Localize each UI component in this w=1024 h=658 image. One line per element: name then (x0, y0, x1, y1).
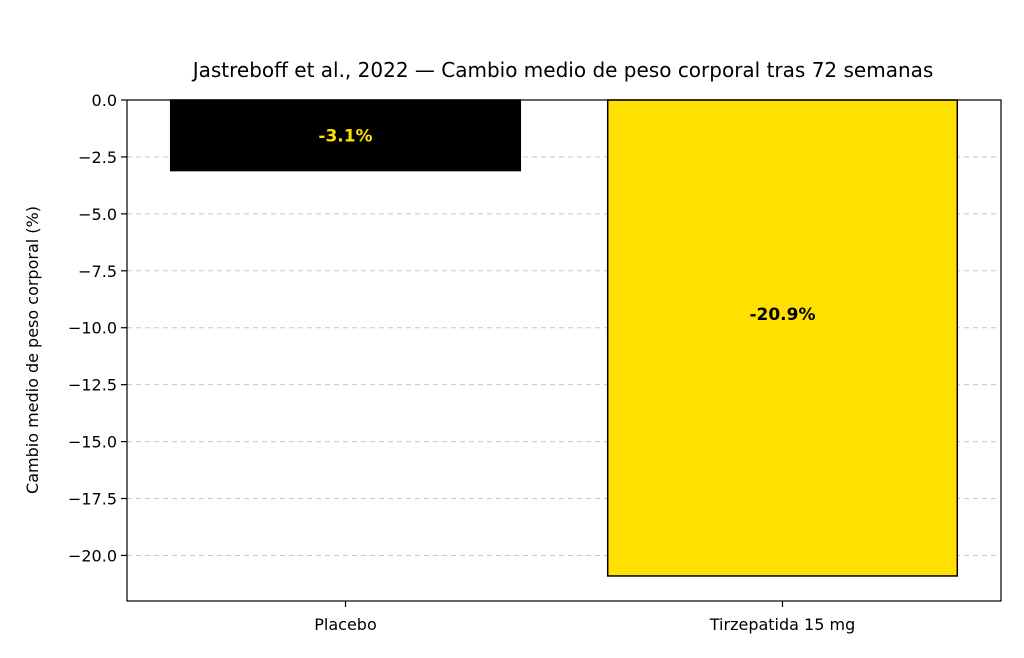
y-tick-label: −17.5 (68, 490, 117, 509)
y-axis-label: Cambio medio de peso corporal (%) (23, 206, 42, 494)
data-label: -20.9% (749, 305, 815, 325)
x-tick-label: Placebo (314, 615, 376, 634)
y-tick-label: −12.5 (68, 376, 117, 395)
bar-tirzepatida (606, 99, 959, 577)
y-tick-label: 0.0 (92, 91, 117, 110)
y-tick-label: −7.5 (78, 262, 117, 281)
x-axis: Placebo Tirzepatida 15 mg (314, 601, 855, 634)
x-tick-label: Tirzepatida 15 mg (709, 615, 855, 634)
chart-title: Jastreboff et al., 2022 — Cambio medio d… (191, 58, 934, 82)
data-label: -3.1% (318, 126, 372, 146)
data-labels: -3.1% -20.9% (318, 126, 815, 325)
plot-frame (126, 99, 1002, 602)
y-tick-label: −5.0 (78, 205, 117, 224)
y-tick-label: −20.0 (68, 546, 117, 565)
y-axis: 0.0 −2.5 −5.0 −7.5 −10.0 −12.5 −15.0 −17.5 −20.0 (68, 91, 127, 565)
y-tick-label: −10.0 (68, 319, 117, 338)
y-tick-label: −2.5 (78, 148, 117, 167)
bar-placebo (169, 99, 522, 172)
bars (169, 99, 959, 577)
y-tick-label: −15.0 (68, 433, 117, 452)
